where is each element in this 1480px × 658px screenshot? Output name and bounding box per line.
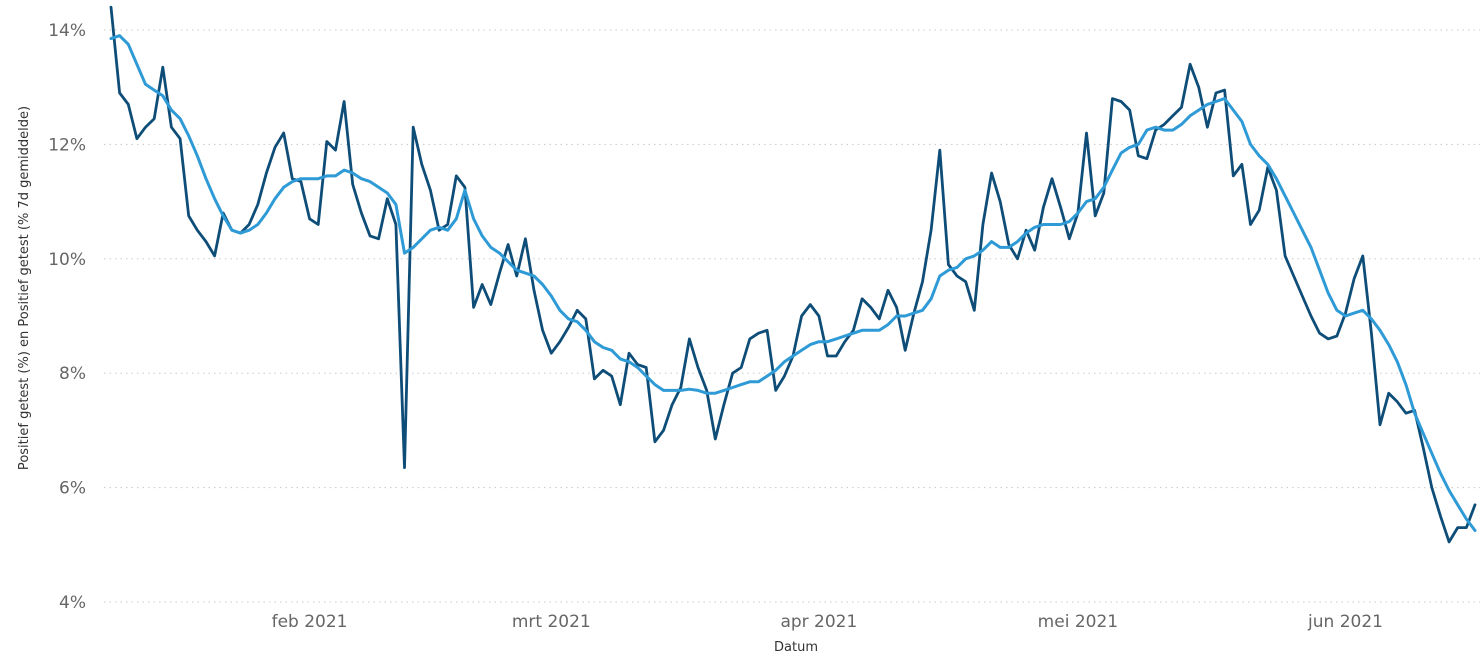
x-axis-title: Datum (774, 640, 818, 655)
series-line-7d-average (109, 34, 1477, 532)
y-tick-label: 6% (59, 479, 86, 499)
series-line-daily (109, 5, 1477, 544)
y-axis-title: Positief getest (%) en Positief getest (… (17, 106, 32, 470)
x-tick-label: mei 2021 (1038, 612, 1118, 632)
x-tick-label: jun 2021 (1307, 612, 1383, 632)
y-tick-label: 10% (48, 250, 86, 270)
y-tick-label: 4% (59, 593, 86, 613)
x-axis-ticks: feb 2021 mrt 2021 apr 2021 mei 2021 jun 2021 (272, 612, 1383, 632)
y-axis-ticks: 4% 6% 8% 10% 12% 14% (48, 21, 86, 613)
series-layer (109, 5, 1477, 544)
x-tick-label: apr 2021 (780, 612, 857, 632)
y-tick-label: 12% (48, 135, 86, 155)
grid-layer (104, 29, 1480, 603)
y-tick-label: 14% (48, 21, 86, 41)
x-tick-label: mrt 2021 (512, 612, 591, 632)
y-tick-label: 8% (59, 364, 86, 384)
x-tick-label: feb 2021 (272, 612, 348, 632)
